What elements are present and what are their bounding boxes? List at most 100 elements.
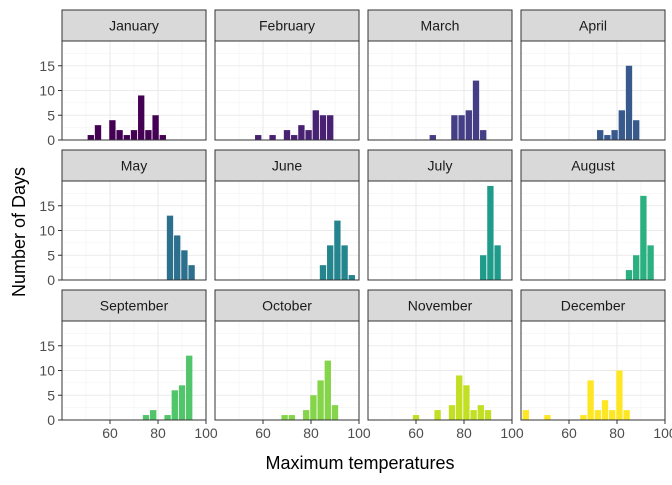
histogram-bar [448,405,456,420]
histogram-bar [291,135,298,140]
facet-label: August [571,158,615,174]
histogram-bar [142,415,150,420]
histogram-bar [633,120,640,140]
y-tick-label: 5 [47,387,55,403]
histogram-bar [597,130,604,140]
histogram-bar [594,410,601,420]
histogram-bar [288,415,295,420]
panel-border [520,180,666,281]
x-tick-label: 80 [456,425,472,441]
facet-strip [61,9,207,42]
histogram-bar [647,245,654,280]
facet-strip [367,289,513,322]
histogram-bar [303,410,310,420]
histogram-bar [604,135,611,140]
histogram-bar [331,405,339,420]
facet-label: October [262,298,312,314]
y-axes: 0 5 10 15 0 5 10 15 0 5 10 15 [39,58,62,428]
x-tick-label: 100 [653,425,672,441]
panel-border [367,320,513,421]
histogram-bar [312,110,319,140]
histogram-bar [587,380,594,420]
histogram-bar [324,360,331,420]
histogram-bar [87,135,94,140]
histogram-bar [341,245,348,280]
histogram-bar [494,245,501,280]
x-tick-label: 80 [609,425,625,441]
histogram-bar [150,410,157,420]
facet-february: February [214,9,360,141]
facet-label: June [272,158,303,174]
histogram-bar [130,130,138,140]
facet-may: May [61,149,207,281]
histogram-bar [109,120,116,140]
histogram-bar [616,370,623,420]
facet-strip [214,289,360,322]
x-tick-label: 80 [303,425,319,441]
histogram-bar [334,220,341,280]
histogram-bar [618,110,625,140]
y-tick-label: 15 [39,58,55,74]
x-tick-label: 60 [561,425,577,441]
histogram-bar [480,255,487,280]
facet-label: January [109,18,159,34]
facet-march: March [367,9,513,141]
histogram-bar [640,195,647,280]
panel-border [214,320,360,421]
y-axis-title: Number of Days [9,167,29,297]
histogram-bar [611,130,618,140]
facet-december: December [520,289,666,421]
y-tick-label: 15 [39,338,55,354]
histogram-bar [94,125,102,140]
histogram-bar [463,385,470,420]
facet-label: November [408,298,473,314]
x-tick-label: 60 [255,425,271,441]
histogram-bar [601,400,609,420]
panel-border [520,40,666,141]
histogram-bar [480,130,487,140]
facet-october: October [214,289,360,421]
histogram-bar [171,390,178,420]
histogram-bar [429,135,436,140]
histogram-bar [484,410,492,420]
x-axis-title: Maximum temperatures [265,453,454,473]
panel-border [520,320,666,421]
histogram-bar [116,130,123,140]
facet-label: July [428,158,453,174]
histogram-bar [269,135,276,140]
x-axes: 60 80 100 60 80 100 60 80 100 60 80 100 [102,420,672,441]
histogram-bar [181,250,188,280]
histogram-bar [470,410,477,420]
facet-strip [367,9,513,42]
histogram-bar [298,125,305,140]
y-tick-label: 10 [39,363,55,379]
x-tick-label: 80 [150,425,166,441]
panel-border [214,40,360,141]
histogram-bar [609,410,616,420]
histogram-bar [544,415,551,420]
histogram-bar [305,130,312,140]
histogram-bar [522,410,529,420]
histogram-bar [159,135,166,140]
histogram-bar [319,265,327,280]
histogram-bar [580,415,587,420]
histogram-bar [281,415,288,420]
histogram-bar [188,265,195,280]
y-tick-label: 5 [47,247,55,263]
panel-border [214,180,360,281]
histogram-bar [477,405,484,420]
histogram-bar [348,275,355,280]
y-tick-label: 10 [39,223,55,239]
histogram-bar [327,245,334,280]
histogram-bar [255,135,262,140]
histogram-bar [283,130,291,140]
histogram-bar [633,255,640,280]
facet-label: September [100,298,169,314]
x-tick-label: 100 [347,425,371,441]
facet-april: April [520,9,666,141]
panel-border [367,40,513,141]
facet-november: November [367,289,513,421]
y-tick-label: 5 [47,107,55,123]
